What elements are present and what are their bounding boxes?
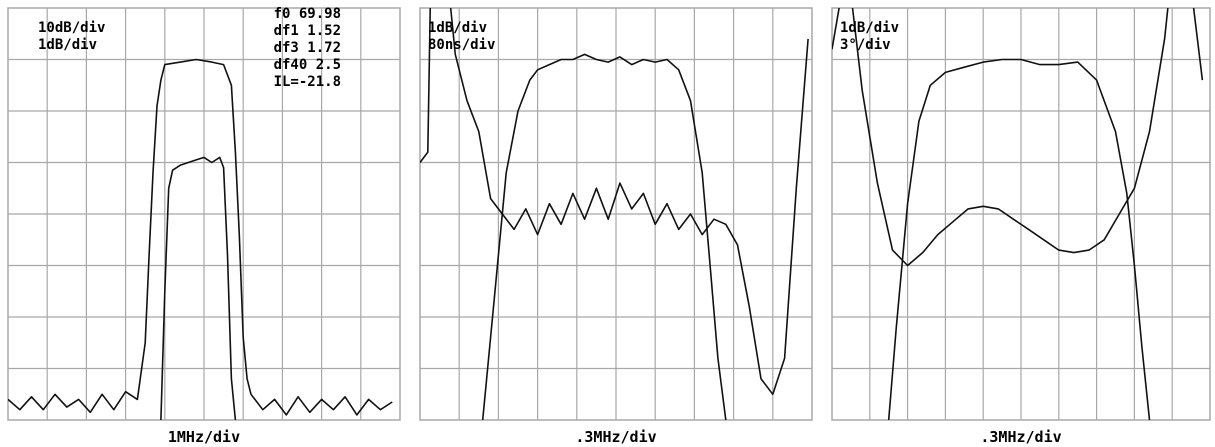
marker-readout: f0 69.98 <box>274 6 341 22</box>
trace-2 <box>160 156 237 420</box>
trace-2 <box>481 53 727 420</box>
scale-annotation: 3°/div <box>840 37 891 53</box>
trace-1 <box>420 8 809 396</box>
trace-2 <box>887 58 1151 420</box>
trace-1 <box>8 58 393 416</box>
x-axis-label: .3MHz/div <box>980 428 1061 446</box>
x-axis-label: .3MHz/div <box>575 428 656 446</box>
scale-annotation: 1dB/div <box>840 20 899 36</box>
marker-readout: df1 1.52 <box>274 23 341 39</box>
scale-annotation: 80ns/div <box>428 37 495 53</box>
scale-annotation: 10dB/div <box>38 20 105 36</box>
scale-annotation: 1dB/div <box>38 37 97 53</box>
marker-readout: IL=-21.8 <box>274 74 341 90</box>
trace-1 <box>832 8 1204 267</box>
scale-annotation: 1dB/div <box>428 20 487 36</box>
marker-readout: df40 2.5 <box>274 57 341 73</box>
marker-readout: df3 1.72 <box>274 40 341 56</box>
x-axis-label: 1MHz/div <box>168 428 240 446</box>
